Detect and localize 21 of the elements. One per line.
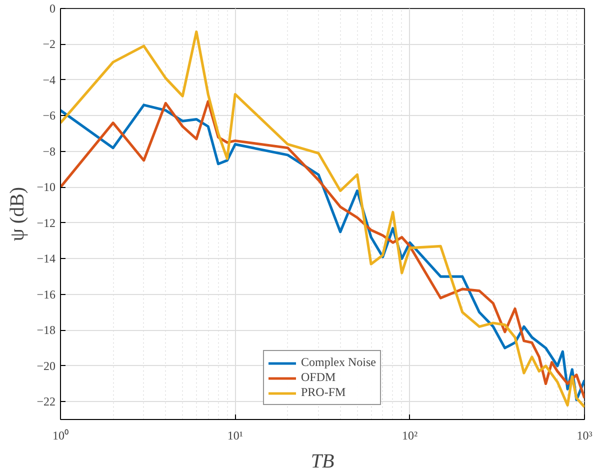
legend-label: Complex Noise (301, 355, 376, 370)
y-tick-label: −12 (36, 216, 56, 230)
y-tick-label: −20 (36, 358, 56, 373)
y-tick-label: −8 (42, 144, 56, 158)
x-tick-label: 10⁰ (52, 428, 68, 442)
x-tick-label: 10³ (576, 428, 593, 442)
y-tick-label: −22 (36, 394, 56, 409)
y-tick-label: −14 (36, 252, 56, 266)
y-axis-title: ψ (dB) (6, 186, 29, 242)
y-tick-label: −16 (36, 287, 56, 302)
x-tick-label: 10¹ (227, 428, 244, 442)
y-tick-label: −10 (36, 180, 56, 194)
y-tick-label: −2 (42, 37, 56, 52)
legend-label: OFDM (301, 370, 336, 385)
y-tick-label: 0 (50, 2, 56, 16)
y-tick-label: −6 (42, 108, 56, 123)
y-tick-label: −4 (42, 72, 56, 87)
x-axis-title: TB (310, 450, 334, 472)
x-tick-label: 10² (402, 428, 418, 442)
y-tick-label: −18 (36, 323, 56, 338)
legend-label: PRO-FM (301, 385, 346, 400)
